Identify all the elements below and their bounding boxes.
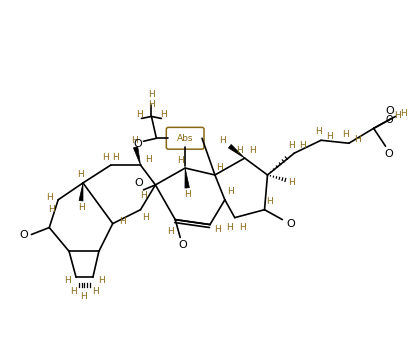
- Text: O: O: [385, 116, 392, 126]
- Text: H: H: [353, 135, 360, 144]
- Text: H: H: [219, 136, 226, 145]
- Text: H: H: [298, 141, 305, 150]
- Text: H: H: [48, 205, 54, 214]
- Polygon shape: [133, 147, 140, 165]
- Text: H: H: [76, 171, 83, 180]
- Text: H: H: [399, 109, 406, 118]
- Text: H: H: [148, 100, 155, 109]
- Text: H: H: [46, 193, 52, 202]
- Text: O: O: [383, 149, 392, 159]
- Text: O: O: [134, 178, 143, 188]
- Polygon shape: [184, 168, 189, 188]
- Text: H: H: [148, 90, 155, 99]
- Text: H: H: [81, 292, 87, 301]
- Text: H: H: [176, 156, 183, 165]
- Text: H: H: [140, 191, 146, 200]
- Text: H: H: [119, 217, 126, 226]
- Text: H: H: [70, 286, 76, 295]
- Text: H: H: [166, 227, 173, 236]
- Text: H: H: [102, 153, 109, 162]
- Text: O: O: [133, 139, 142, 149]
- Text: H: H: [216, 163, 223, 172]
- Text: H: H: [77, 203, 84, 212]
- Text: H: H: [265, 197, 272, 206]
- Text: H: H: [342, 130, 348, 139]
- Text: H: H: [226, 223, 233, 232]
- Text: O: O: [285, 219, 294, 229]
- Text: H: H: [287, 141, 294, 150]
- Text: H: H: [214, 225, 221, 234]
- Polygon shape: [228, 145, 244, 158]
- Text: H: H: [142, 213, 148, 222]
- Text: H: H: [145, 155, 151, 164]
- Text: H: H: [239, 223, 245, 232]
- Polygon shape: [79, 183, 83, 201]
- Text: O: O: [178, 240, 187, 251]
- Text: H: H: [249, 146, 255, 155]
- Text: H: H: [393, 111, 400, 120]
- Text: H: H: [326, 132, 333, 141]
- Text: O: O: [19, 229, 28, 239]
- Text: H: H: [314, 127, 321, 136]
- Text: H: H: [183, 190, 190, 199]
- Text: H: H: [236, 146, 243, 155]
- Text: H: H: [98, 276, 105, 285]
- Text: H: H: [131, 136, 137, 145]
- Text: H: H: [160, 110, 166, 119]
- Text: H: H: [287, 179, 294, 188]
- Text: H: H: [136, 110, 143, 119]
- Text: H: H: [227, 187, 234, 196]
- Text: Abs: Abs: [176, 134, 193, 143]
- FancyBboxPatch shape: [166, 127, 204, 149]
- Text: H: H: [63, 276, 70, 285]
- Text: O: O: [384, 106, 393, 116]
- Text: H: H: [92, 286, 99, 295]
- Text: H: H: [112, 153, 119, 162]
